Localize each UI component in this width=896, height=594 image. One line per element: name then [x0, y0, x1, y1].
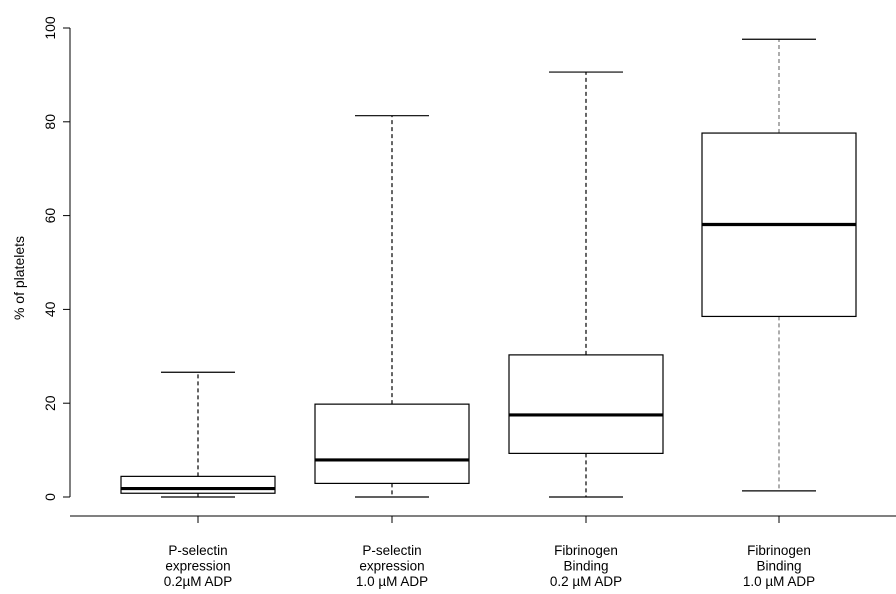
boxes	[120, 38, 857, 498]
y-axis: 0 20 40 60 80 100	[42, 16, 71, 501]
y-axis-title: % of platelets	[11, 236, 27, 320]
iqr-box	[508, 354, 664, 454]
x-tick-label: P-selectin expression 1.0 µM ADP	[356, 543, 428, 589]
box-1	[120, 371, 276, 498]
y-tick-label: 100	[42, 16, 58, 40]
x-tick-label: Fibrinogen Binding 1.0 µM ADP	[743, 543, 815, 589]
iqr-box	[120, 475, 276, 494]
y-tick-label: 40	[42, 301, 58, 317]
x-tick-label: P-selectin expression 0.2µM ADP	[164, 543, 233, 589]
y-tick-label: 20	[42, 395, 58, 411]
y-tick-label: 60	[42, 208, 58, 224]
y-tick-label: 80	[42, 114, 58, 130]
box-4	[701, 38, 857, 492]
box-3	[508, 71, 664, 498]
iqr-box	[314, 403, 470, 484]
x-tick-label: Fibrinogen Binding 0.2 µM ADP	[550, 543, 622, 589]
y-tick-label: 0	[42, 493, 58, 501]
x-axis: P-selectin expression 0.2µM ADP P-selectin e…	[70, 515, 896, 589]
box-2	[314, 115, 470, 498]
